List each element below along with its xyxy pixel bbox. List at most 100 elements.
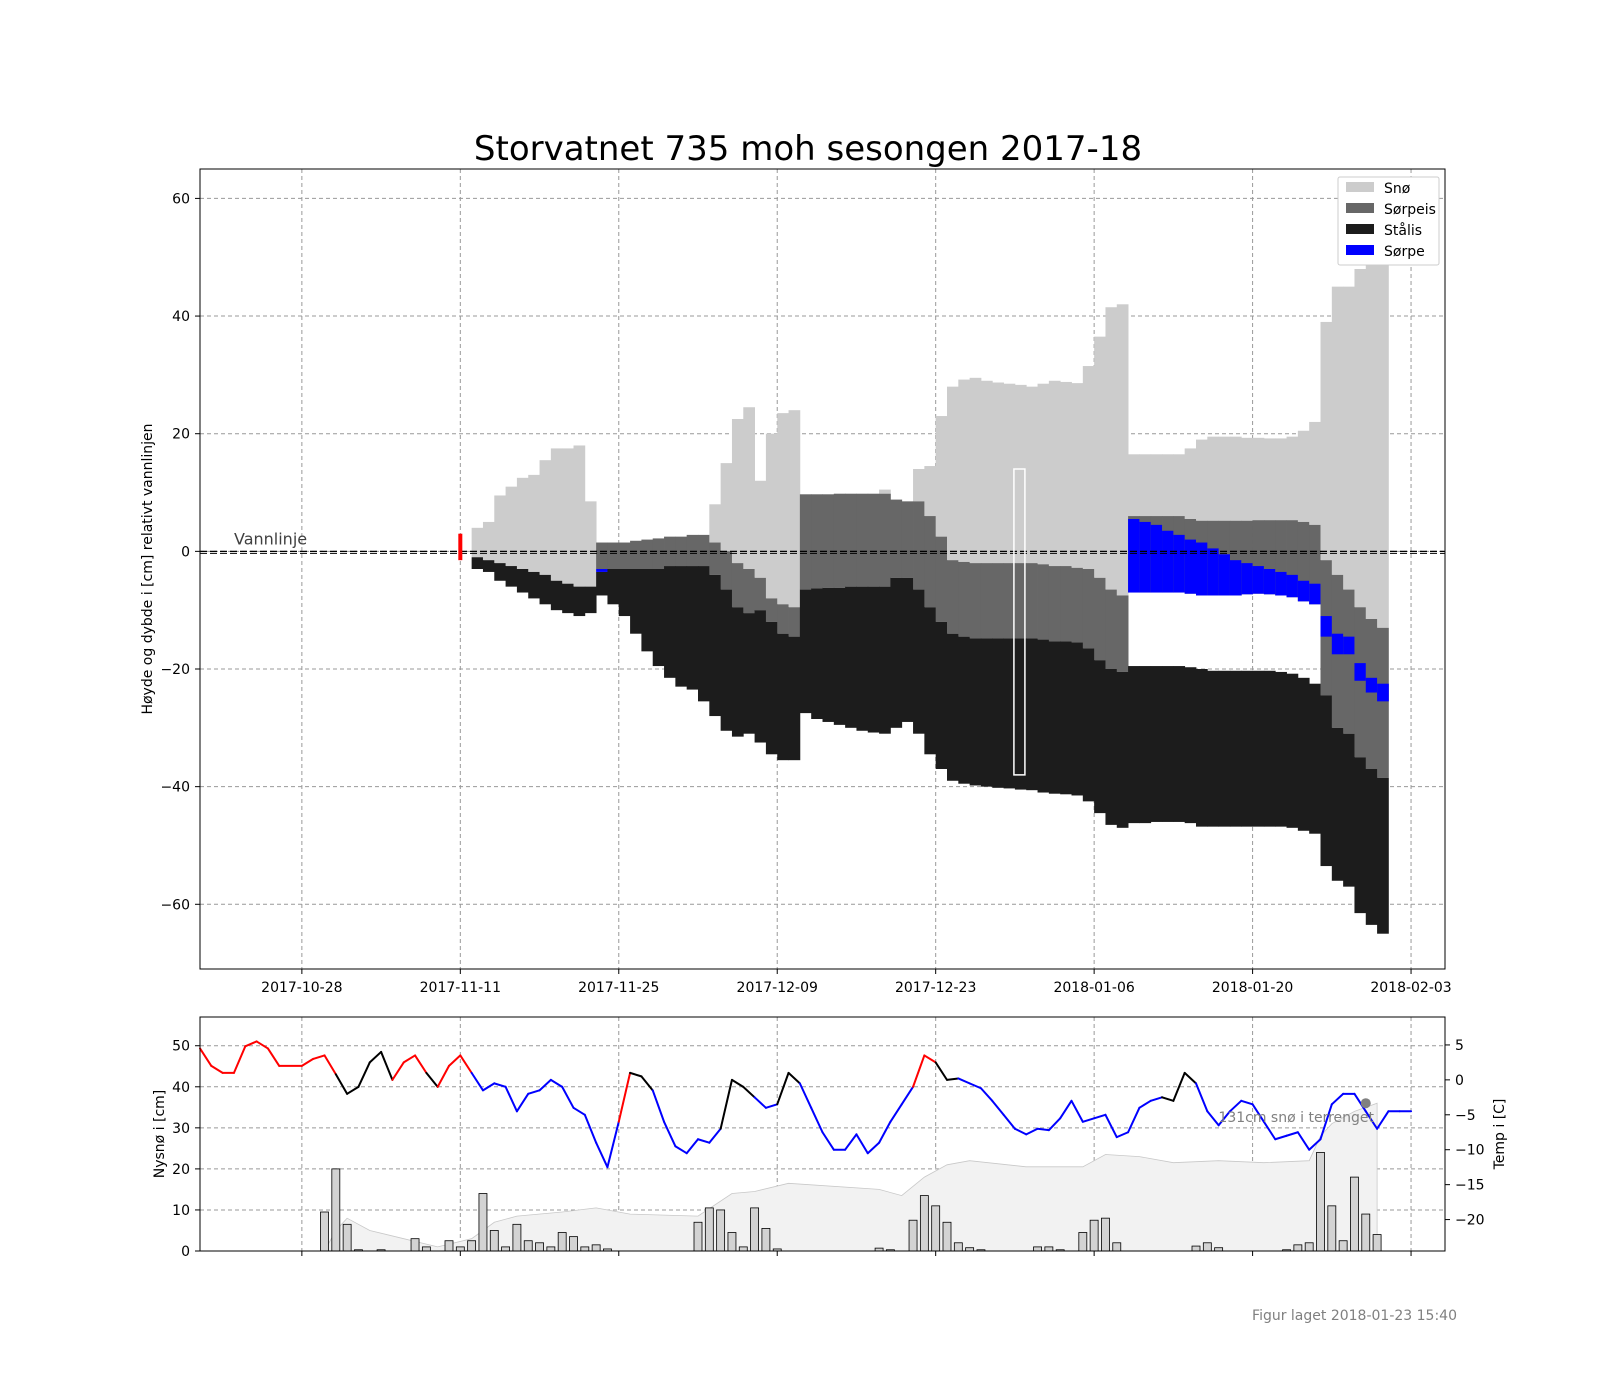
temperature-segment [1319, 1103, 1333, 1141]
temperature-segment [697, 1138, 711, 1144]
layer-sorpe [1377, 683, 1389, 702]
layer-stalis [958, 636, 971, 784]
temperature-segment [1274, 1134, 1288, 1141]
temperature-segment [764, 1103, 779, 1109]
layer-stalis [822, 587, 835, 722]
temperature-segment [1047, 1117, 1062, 1132]
temperature-segment [368, 1050, 383, 1064]
temperature-segment [685, 1138, 699, 1155]
layer-sno [1354, 269, 1367, 608]
layer-stalis [1048, 641, 1061, 794]
temperature-segment [459, 1054, 473, 1074]
layer-sno [777, 413, 789, 605]
new-snow-bar [1316, 1152, 1325, 1252]
low-y2-tick-label: 5 [1455, 1038, 1464, 1054]
layer-stalis [1229, 670, 1242, 827]
layer-sno [913, 469, 925, 502]
low-y-tick-label: 0 [181, 1244, 190, 1260]
low-y2-tick-label: −15 [1455, 1178, 1485, 1194]
layer-stalis [698, 566, 710, 702]
layer-stalis [1320, 695, 1333, 867]
layer-sno [924, 466, 937, 517]
layer-sorpeis [765, 598, 778, 622]
low-y-tick-label: 40 [172, 1080, 190, 1096]
temperature-segment [640, 1075, 654, 1092]
temperature-segment [255, 1040, 269, 1050]
layer-sno [1150, 454, 1163, 517]
temperature-segment [934, 1061, 948, 1081]
temperature-segment [606, 1120, 620, 1169]
new-snow-bar [1350, 1176, 1359, 1252]
layer-stalis [596, 571, 608, 596]
layer-sno [992, 382, 1004, 564]
new-snow-bar [535, 1242, 544, 1252]
new-snow-bar [331, 1168, 341, 1252]
legend-label: Sørpeis [1384, 202, 1436, 218]
layer-sno [1241, 437, 1253, 521]
layer-sorpeis [856, 493, 869, 587]
temperature-segment [595, 1141, 609, 1169]
legend-box [1337, 176, 1440, 266]
new-snow-bar [1327, 1205, 1337, 1252]
temperature-segment [1240, 1099, 1254, 1106]
new-snow-bar [1078, 1232, 1088, 1252]
layer-stalis [754, 610, 767, 743]
layer-stalis [607, 569, 620, 605]
layer-sorpeis [1252, 520, 1265, 594]
low-plot-frame [199, 1016, 1446, 1252]
layer-sno [1014, 384, 1027, 564]
low-y-tick-label: 20 [172, 1162, 190, 1178]
layer-sorpeis [664, 536, 676, 567]
new-snow-bar [1089, 1219, 1099, 1252]
legend-label: Sørpe [1384, 244, 1425, 260]
legend-swatch [1346, 203, 1374, 213]
layer-sorpeis [1297, 521, 1310, 602]
new-snow-bar [761, 1228, 771, 1252]
temperature-segment [493, 1082, 507, 1088]
layer-stalis [516, 569, 529, 593]
main-x-tick-label: 2018-02-03 [1370, 980, 1451, 996]
layer-stalis [1184, 667, 1197, 824]
main-y-tick-label: −60 [160, 897, 190, 913]
temperature-segment [889, 1103, 903, 1123]
layer-stalis [890, 577, 903, 728]
layer-stalis [901, 577, 914, 722]
new-snow-bar [569, 1236, 578, 1252]
new-snow-bar [1112, 1242, 1122, 1252]
temperature-segment [1251, 1103, 1265, 1123]
layer-sorpeis [1014, 563, 1027, 639]
temperature-segment [504, 1085, 518, 1113]
layer-stalis [562, 583, 574, 614]
temperature-segment [1353, 1092, 1367, 1113]
layer-stalis [584, 586, 597, 614]
main-y-tick-label: 40 [172, 309, 190, 325]
layer-stalis [765, 621, 778, 755]
layer-sorpe [1331, 633, 1344, 655]
temperature-segment [357, 1061, 371, 1088]
new-snow-bar [444, 1240, 454, 1252]
layer-sno [1309, 421, 1321, 525]
layer-sno [1184, 448, 1197, 519]
layer-sorpe [1263, 569, 1276, 595]
new-snow-bar [750, 1207, 759, 1252]
layer-sorpe [1139, 521, 1152, 593]
new-snow-bar [512, 1223, 522, 1252]
temperature-segment [210, 1064, 224, 1074]
temperature-segment [957, 1077, 971, 1085]
temperature-segment [1296, 1131, 1311, 1151]
layer-sorpeis [799, 494, 812, 590]
layer-stalis [482, 560, 495, 572]
layer-stalis [505, 566, 518, 587]
temperature-segment [1093, 1113, 1107, 1120]
legend-label: Stålis [1384, 222, 1422, 239]
layer-stalis [1082, 648, 1095, 802]
layer-stalis [1331, 727, 1344, 881]
new-snow-bar [467, 1240, 477, 1252]
layer-sorpe [1320, 616, 1333, 637]
layer-stalis [913, 589, 925, 734]
layer-sno [1218, 436, 1231, 521]
layer-sno [1263, 438, 1276, 521]
temperature-segment [855, 1133, 869, 1155]
layer-stalis [879, 586, 891, 734]
layer-sno [1094, 336, 1106, 578]
